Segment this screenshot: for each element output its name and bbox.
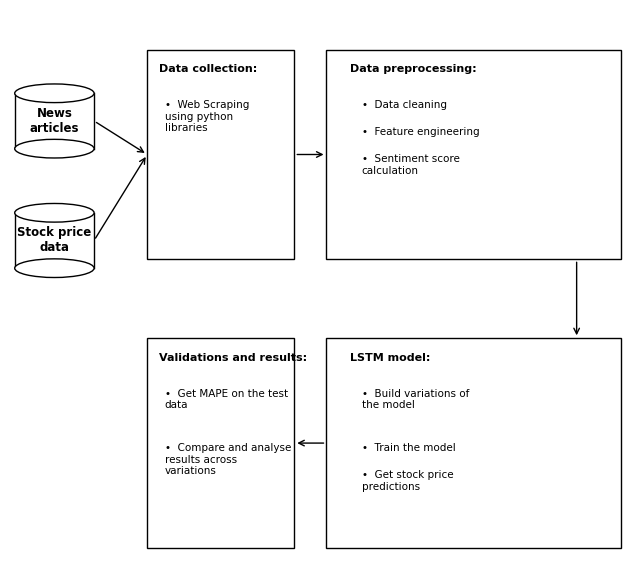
- Text: •  Sentiment score
calculation: • Sentiment score calculation: [362, 154, 460, 176]
- Text: Stock price
data: Stock price data: [17, 226, 92, 255]
- Bar: [326, 338, 621, 548]
- Polygon shape: [15, 93, 94, 149]
- Ellipse shape: [15, 139, 94, 158]
- Ellipse shape: [15, 259, 94, 278]
- Bar: [326, 50, 621, 259]
- Text: •  Train the model: • Train the model: [362, 443, 456, 453]
- Text: •  Build variations of
the model: • Build variations of the model: [362, 388, 469, 410]
- Ellipse shape: [15, 203, 94, 222]
- Text: News
articles: News articles: [29, 107, 79, 135]
- Text: Data preprocessing:: Data preprocessing:: [350, 64, 477, 74]
- Ellipse shape: [15, 84, 94, 103]
- Bar: [147, 338, 294, 548]
- Text: •  Feature engineering: • Feature engineering: [362, 127, 479, 137]
- Text: LSTM model:: LSTM model:: [350, 353, 430, 363]
- Polygon shape: [15, 213, 94, 268]
- Text: Data collection:: Data collection:: [159, 64, 257, 74]
- Text: •  Get MAPE on the test
data: • Get MAPE on the test data: [165, 388, 288, 410]
- Text: •  Data cleaning: • Data cleaning: [362, 100, 447, 110]
- Text: Validations and results:: Validations and results:: [159, 353, 307, 363]
- Text: •  Compare and analyse
results across
variations: • Compare and analyse results across var…: [165, 443, 291, 476]
- Bar: [147, 50, 294, 259]
- Text: •  Get stock price
predictions: • Get stock price predictions: [362, 470, 453, 492]
- Text: •  Web Scraping
using python
libraries: • Web Scraping using python libraries: [165, 100, 249, 133]
